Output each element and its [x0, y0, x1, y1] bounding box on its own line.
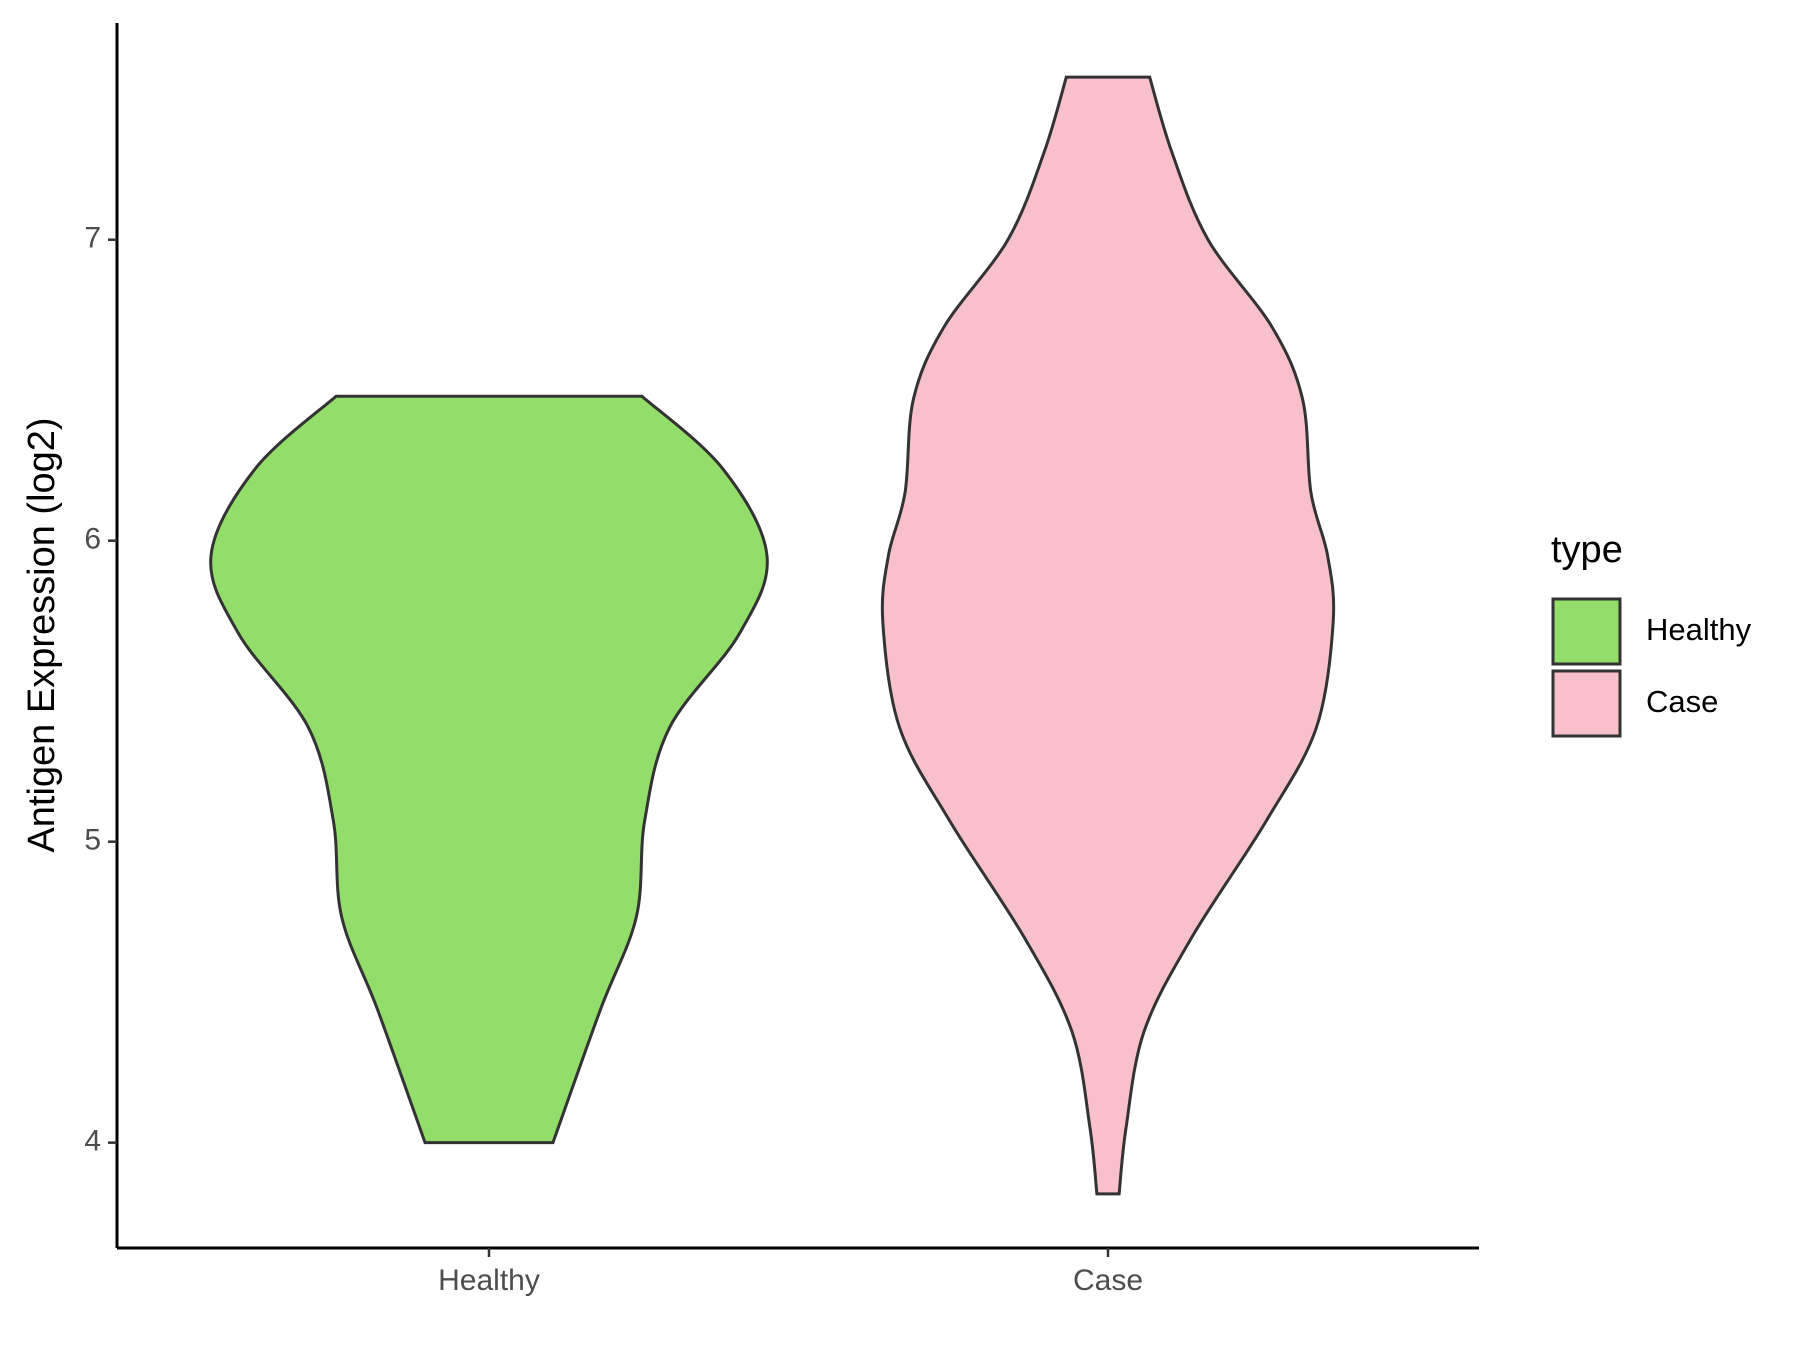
legend-label: Healthy	[1646, 612, 1752, 647]
y-tick-label: 6	[84, 523, 101, 556]
y-tick-label: 5	[84, 824, 101, 857]
legend-key	[1551, 669, 1622, 738]
y-tick-label: 4	[84, 1125, 101, 1158]
legend-key	[1551, 597, 1622, 666]
violin	[880, 75, 1336, 1196]
y-axis-title: Antigen Expression (log2)	[21, 417, 63, 852]
y-tick-label: 7	[84, 222, 101, 255]
x-tick-label: Healthy	[438, 1264, 540, 1297]
x-tick-label: Case	[1073, 1264, 1143, 1297]
violin	[209, 394, 769, 1145]
legend-label: Case	[1646, 684, 1718, 719]
legend-title: type	[1551, 529, 1623, 571]
